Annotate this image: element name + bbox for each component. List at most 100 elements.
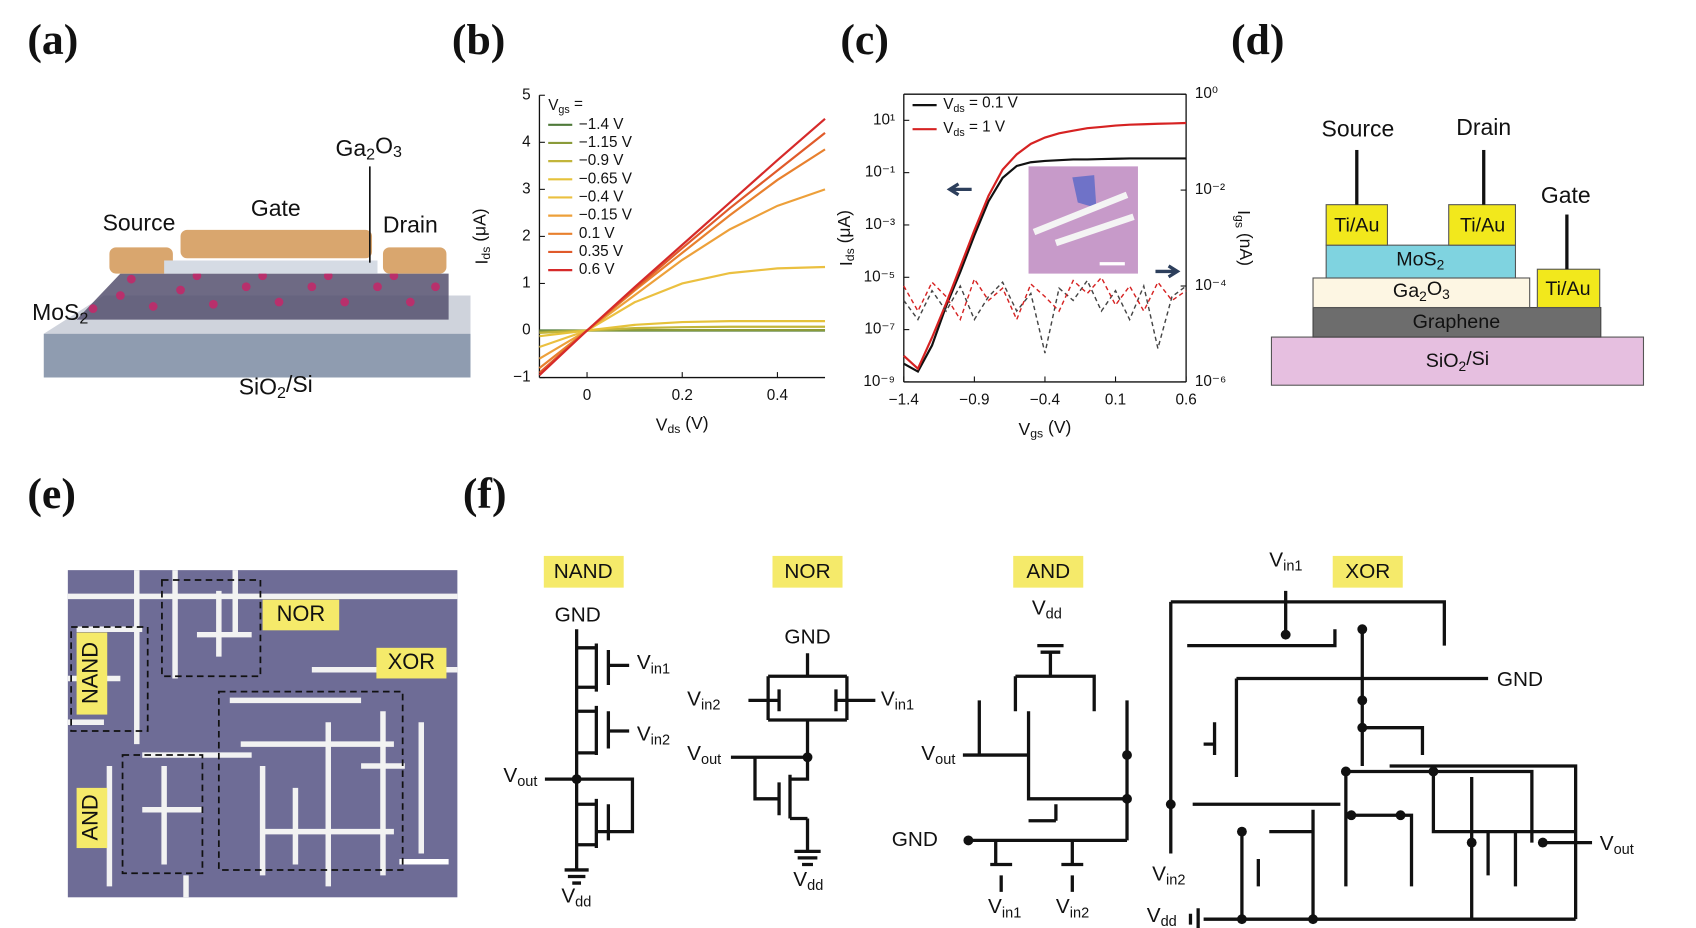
label: Graphene [1413,311,1501,333]
legend-label: −1.15 V [579,134,633,151]
series-line [903,121,1187,371]
label: Ti/Au [1545,278,1590,300]
series-line [903,276,1187,322]
legend-label: −0.4 V [579,189,624,206]
circuits [543,555,1593,928]
label: Vin2 [1152,863,1185,888]
gate-contact [1536,268,1601,309]
label: Ti/Au [1460,215,1505,237]
series-line [538,117,826,377]
x-tick-label: −0.9 [959,392,989,409]
y-tick-label: 2 [522,227,531,244]
ga2o3-layer [164,260,378,274]
node [1122,793,1132,804]
x-axis-label: Vds (V) [656,412,709,436]
label-box [772,555,843,588]
label: MoS2 [1396,249,1444,272]
legend-label: 0.35 V [579,243,624,260]
series-line [903,157,1187,374]
y-axis-label: Ids (μA) [469,208,493,264]
y-tick-label: 1 [522,275,531,292]
x-tick-label: 0.6 [1175,392,1196,409]
legend-label: Vds = 1 V [943,119,1006,139]
label: Vout [687,743,721,768]
y-tick-label: 5 [522,86,531,103]
substrate-layer [1270,336,1645,386]
y-tick-label: −1 [513,369,530,386]
node [571,774,582,785]
graphene-layer [1312,306,1602,338]
label-box [543,555,624,588]
arrow [946,182,972,197]
label-box [76,632,108,715]
x-tick-label: 0.2 [672,387,693,404]
gate-contact [180,229,373,259]
label: Source [103,209,176,235]
label: AND [1026,560,1070,583]
x-tick-label: 0 [583,387,592,404]
scale-bar [399,859,449,865]
label: Vout [1600,832,1634,857]
y-tick-label: 10¹ [873,111,895,128]
y2-tick-label: 10⁻⁴ [1195,277,1227,294]
label: GND [784,625,830,648]
label: NOR [277,601,326,626]
arrow [1155,264,1181,279]
label: Vin2 [687,688,720,713]
inset-electrode [1032,191,1129,236]
label: GND [892,828,938,851]
y2-tick-label: 10⁻² [1195,181,1225,198]
micrograph [67,570,458,898]
label: Vin1 [881,688,914,713]
source-contact [109,247,173,274]
label: AND [78,794,103,840]
label: GND [555,604,601,627]
legend-label: −0.65 V [579,170,633,187]
legend-label: 0.6 V [579,261,616,278]
node [1122,750,1132,760]
label: Ga2O3 [336,133,402,164]
label: Vin2 [637,723,670,748]
label: SiO2/Si [239,371,313,402]
legend-title: Vgs = [548,96,583,116]
label: Vdd [793,868,823,893]
label: NAND [554,560,613,583]
series-line [903,279,1187,354]
label: Vdd [1032,597,1062,622]
drain-contact [1448,204,1517,246]
node [963,835,974,846]
label: Drain [383,212,438,238]
label: Vin1 [1269,549,1302,574]
substrate-front [43,333,471,378]
label-box [1013,555,1084,588]
x-tick-label: −0.4 [1030,392,1061,409]
y-tick-label: 10⁻⁵ [864,268,895,285]
panel-label: (a) [27,16,78,64]
x-tick-label: 0.1 [1105,392,1126,409]
label: MoS2 [32,299,88,328]
x-axis-label: Vgs (V) [1019,417,1072,441]
label: Vdd [1147,904,1177,928]
y-tick-label: 3 [522,180,531,197]
label: Ga2O3 [1393,278,1450,303]
y2-tick-label: 10⁻⁶ [1195,373,1226,390]
y-axis-label: Ids (μA) [834,210,858,266]
x-tick-label: 0.4 [767,387,789,404]
label: Drain [1456,114,1511,140]
device-illustration [43,166,471,378]
label: XOR [1345,560,1390,583]
panel-label: (f) [463,470,507,518]
label: Vout [921,743,955,768]
label: Vin1 [988,896,1021,921]
label: SiO2/Si [1426,348,1489,373]
nodes [1165,624,1548,925]
label: Vout [503,764,537,789]
legend-label: −0.9 V [579,152,624,169]
y-tick-label: 10⁻⁹ [863,373,895,390]
channel-layer [1325,244,1517,279]
y2-tick-label: 10⁰ [1195,85,1218,102]
dielectric-layer [1312,277,1531,309]
panel-label: (d) [1231,16,1284,64]
label-box [1332,555,1403,588]
inset-electrode [1054,213,1135,247]
